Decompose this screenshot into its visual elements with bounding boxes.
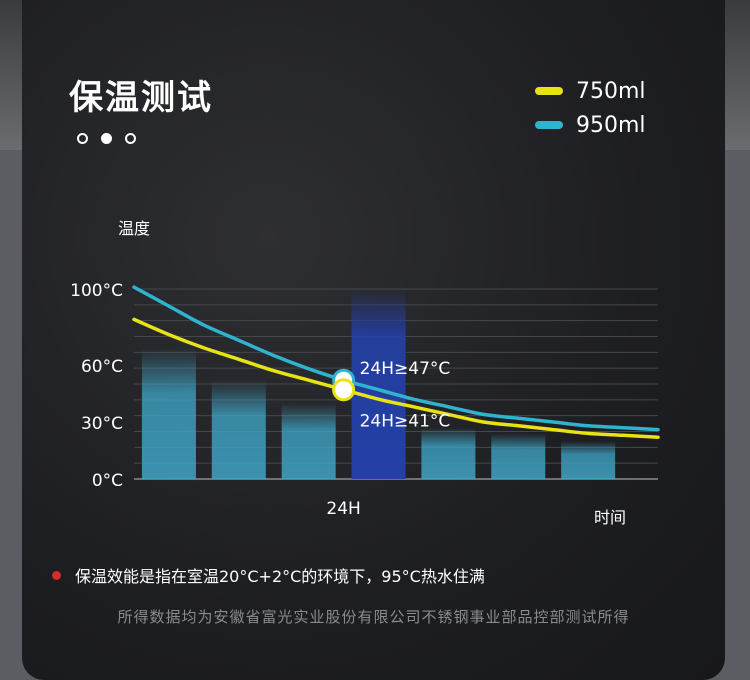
pagination-dot[interactable] — [77, 133, 88, 144]
bar — [421, 427, 476, 479]
legend-item-950ml: 950ml — [535, 108, 646, 142]
y-tick-label: 30°C — [81, 414, 123, 434]
legend: 750ml 950ml — [535, 74, 646, 142]
data-source: 所得数据均为安徽省富光实业股份有限公司不锈钢事业部品控部测试所得 — [117, 608, 630, 626]
legend-swatch — [535, 87, 563, 95]
page-title: 保温测试 — [69, 78, 213, 118]
legend-item-750ml: 750ml — [535, 74, 646, 108]
legend-label: 950ml — [576, 112, 646, 138]
data-point-marker — [332, 378, 356, 402]
y-tick-label: 100°C — [70, 281, 123, 301]
legend-label: 750ml — [576, 78, 646, 104]
x-axis-label: 时间 — [594, 508, 626, 527]
series-line-950ml — [132, 285, 660, 432]
pagination-dot-active[interactable] — [101, 133, 112, 144]
annotation-label: 24H≥41°C — [360, 412, 451, 432]
bar — [281, 403, 336, 479]
footnote-text: 保温效能是指在室温20°C+2°C的环境下，95°C热水住满 — [75, 567, 485, 586]
pagination-dot[interactable] — [125, 133, 136, 144]
y-tick-label: 0°C — [92, 471, 123, 491]
y-axis-label: 温度 — [118, 219, 150, 238]
footnote: 保温效能是指在室温20°C+2°C的环境下，95°C热水住满 — [52, 563, 485, 587]
bar — [491, 433, 546, 479]
x-tick-label: 24H — [326, 499, 360, 519]
legend-swatch — [535, 121, 563, 129]
bar — [141, 347, 196, 479]
y-tick-label: 60°C — [81, 357, 123, 377]
annotation-label: 24H≥47°C — [360, 359, 451, 379]
bar — [561, 441, 616, 479]
bullet-dot-icon — [52, 570, 61, 580]
temperature-chart: 温度 时间 100°C 60°C 30°C 0°C 24H 24H≥47°C 24H≥41… — [70, 219, 660, 527]
series-line-750ml — [132, 317, 660, 439]
chart-card: 保温测试 750ml 950ml 温度 时 — [22, 0, 725, 680]
pagination-dots — [77, 133, 136, 144]
bar — [211, 380, 266, 479]
